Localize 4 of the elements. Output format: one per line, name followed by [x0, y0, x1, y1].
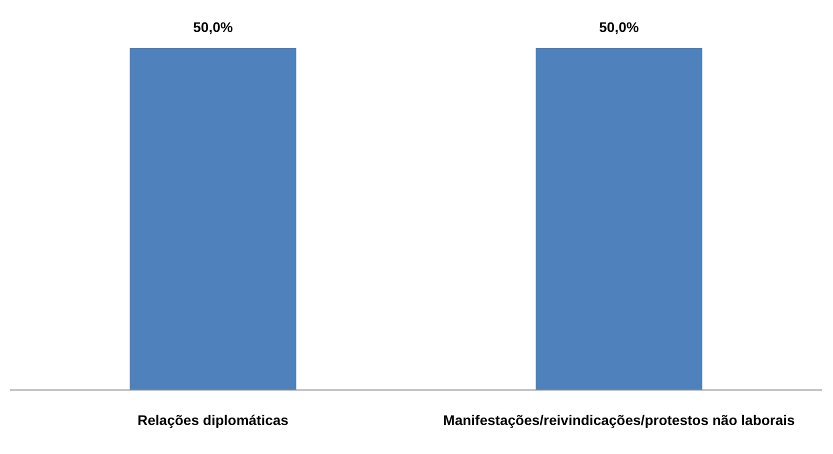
x-tick-label: Relações diplomáticas — [138, 412, 289, 428]
x-tick-label: Manifestações/reivindicações/protestos não laborais — [443, 412, 796, 428]
data-label: 50,0% — [193, 19, 234, 35]
data-label: 50,0% — [599, 19, 640, 35]
